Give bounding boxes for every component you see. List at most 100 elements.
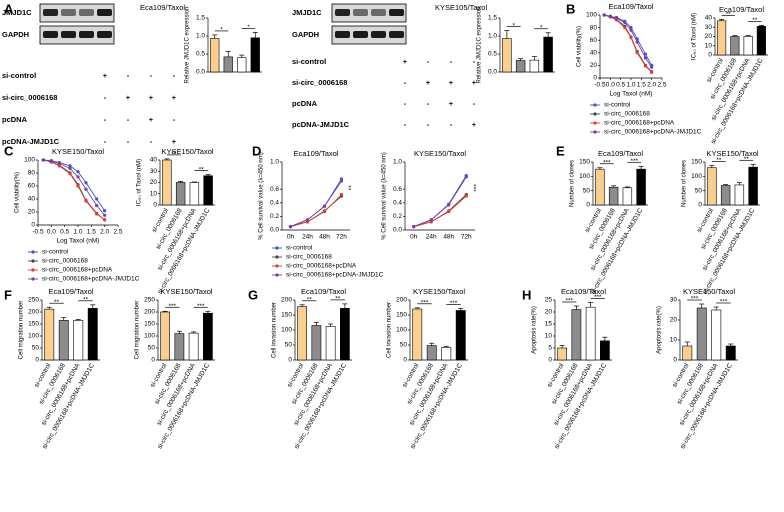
y-tick-label: 10	[670, 337, 678, 344]
y-tick-label: 200	[281, 297, 292, 304]
significance-label: ***	[594, 294, 602, 301]
series-marker	[602, 13, 606, 17]
design-mark: -	[450, 57, 453, 66]
legend-marker	[275, 264, 279, 268]
series-marker	[464, 175, 468, 179]
bar	[636, 168, 646, 206]
y-tick-label: 0.4	[270, 200, 279, 207]
blot-band	[389, 31, 404, 38]
blot-band	[371, 9, 386, 16]
legend-label: si-control	[286, 245, 313, 252]
blot-band	[43, 31, 58, 38]
legend-marker	[31, 277, 35, 281]
y-tick-label: 80	[28, 170, 36, 177]
bar	[223, 56, 233, 73]
design-mark: -	[427, 120, 430, 129]
y-tick-label: 0	[35, 357, 39, 364]
bar	[87, 308, 98, 361]
blot-band	[353, 31, 368, 38]
y-axis-label: IC₅₀ of Taxol (nM)	[137, 159, 143, 206]
y-tick-label: 30	[705, 24, 713, 31]
bar	[325, 326, 336, 361]
bar	[455, 310, 466, 361]
significance-label: **	[171, 151, 177, 158]
significance-label: *	[512, 22, 515, 29]
x-tick-label: 2.5	[113, 229, 122, 236]
blot-band	[61, 9, 76, 16]
significance-label: ***	[720, 299, 728, 306]
series-line	[413, 194, 467, 228]
design-mark: -	[404, 78, 407, 87]
y-tick-label: 0.5	[196, 51, 205, 58]
design-mark: -	[150, 137, 153, 146]
bar	[441, 347, 452, 361]
series-marker	[103, 213, 107, 217]
y-tick-label: 100	[586, 12, 597, 19]
panel-label: C	[4, 143, 14, 158]
chart-title: KYSE150/Taxol	[52, 147, 104, 156]
series-marker	[635, 51, 639, 55]
bar	[58, 320, 69, 361]
y-tick-label: 100	[144, 333, 155, 340]
design-mark: +	[449, 99, 454, 108]
bar	[585, 306, 596, 361]
y-tick-label: 100	[281, 327, 292, 334]
y-tick-label: 0	[548, 357, 552, 364]
series-line	[290, 194, 342, 228]
significance-label: **	[307, 297, 313, 304]
x-tick-label: 72h	[336, 234, 347, 241]
y-tick-label: 250	[28, 297, 39, 304]
bar	[707, 167, 717, 206]
series-marker	[68, 164, 72, 168]
y-tick-label: 150	[281, 312, 292, 319]
design-mark: +	[172, 93, 177, 102]
design-mark: -	[404, 99, 407, 108]
design-mark: -	[127, 137, 130, 146]
x-tick-label: 2.0	[100, 229, 109, 236]
blot-title: Eca109/Taxol	[140, 3, 185, 12]
y-tick-label: 50	[285, 342, 293, 349]
legend-label: si-circ_0006168+pcDNA	[42, 267, 113, 274]
y-tick-label: 20	[28, 209, 36, 216]
y-tick-label: 0	[153, 202, 157, 209]
y-tick-label: 50	[400, 342, 408, 349]
legend-marker	[593, 112, 597, 116]
y-tick-label: 0.4	[393, 200, 402, 207]
x-tick-label: -0.5	[594, 82, 606, 89]
x-tick-label: 0.0	[606, 82, 615, 89]
y-tick-label: 150	[144, 321, 155, 328]
bar	[717, 20, 727, 56]
blot-band	[43, 9, 58, 16]
bar	[682, 345, 693, 361]
chart-title: Eca109/Taxol	[598, 149, 643, 158]
series-marker	[447, 210, 451, 214]
bar	[297, 306, 307, 361]
x-tick-label: 24h	[426, 234, 437, 241]
series-marker	[84, 181, 88, 185]
design-mark: -	[473, 57, 476, 66]
legend-label: si-circ_0006168+pcDNA-JMJD1C	[604, 129, 702, 136]
legend-label: si-circ_0006168+pcDNA-JMJD1C	[42, 276, 140, 283]
x-tick-label: 0h	[410, 234, 418, 241]
series-marker	[623, 20, 627, 25]
design-row-label: pcDNA	[292, 99, 318, 108]
y-axis-label: Cell viability(%)	[15, 172, 21, 213]
legend-label: si-circ_0006168	[42, 258, 88, 265]
design-mark: -	[404, 120, 407, 129]
significance-label: *	[220, 27, 223, 34]
bar	[203, 312, 213, 361]
design-mark: +	[172, 137, 177, 146]
blot-band	[335, 31, 350, 38]
blot-row-label: JMJD1C	[2, 8, 32, 17]
x-tick-label: 2.5	[657, 82, 666, 89]
y-tick-label: 0.0	[196, 69, 205, 76]
bar	[237, 57, 247, 73]
x-tick-label: 0.0	[47, 229, 56, 236]
bar	[203, 175, 213, 206]
significance-label: ***	[421, 300, 429, 307]
y-tick-label: 20	[705, 33, 713, 40]
series-marker	[57, 164, 61, 168]
design-mark: +	[426, 78, 431, 87]
y-tick-label: 100	[691, 173, 702, 180]
y-tick-label: 0	[708, 52, 712, 59]
